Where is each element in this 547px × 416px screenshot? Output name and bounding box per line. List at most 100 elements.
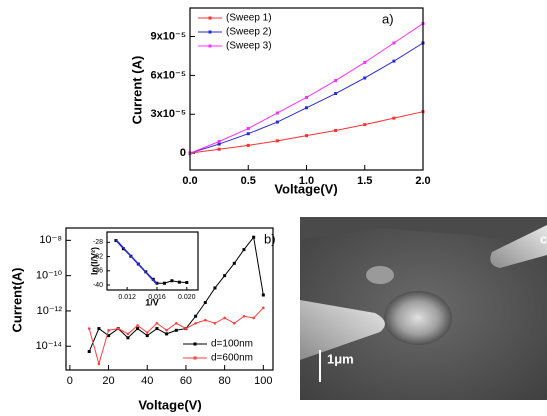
data-point [275,120,279,124]
panel-annotation: b) [264,231,276,246]
data-point [87,327,91,330]
data-point [246,143,250,147]
legend-marker [208,16,212,20]
y-tick-label: -28 [93,239,103,246]
data-point [126,336,130,340]
data-point [233,321,236,325]
data-point [203,301,207,305]
data-point [305,95,308,99]
sem-debris [366,266,394,284]
data-point [165,332,169,336]
legend-label: d=600nm [211,353,253,364]
data-point [252,235,256,239]
data-point [334,128,338,132]
sem-probe-left [300,300,385,360]
data-point [242,314,246,318]
x-tick-label: 40 [141,375,153,387]
data-point [177,280,181,284]
data-point [262,306,265,310]
data-point [107,328,110,332]
data-point [136,327,140,331]
y-tick-label: 10⁻¹² [37,305,63,317]
y-tick-label: -36 [93,268,103,275]
y-axis-label: Current (A) [129,56,144,125]
x-tick-label: 1.0 [299,175,314,187]
data-point [334,79,338,83]
sem-probe-right [490,225,547,268]
plot-frame [189,7,424,171]
y-axis-label: Current(A) [9,268,24,333]
data-point [392,59,396,63]
data-point [217,139,221,143]
x-axis-label: Voltage(V) [274,181,337,196]
data-point [232,261,236,265]
data-point [194,314,198,318]
data-point [174,328,178,332]
x-axis-label: Voltage(V) [138,397,201,412]
data-point [126,332,130,336]
x-tick-label: 0 [67,375,73,387]
x-tick-label: 100 [254,375,272,387]
data-point [116,327,120,330]
data-point [246,132,250,136]
data-point [155,327,159,331]
panel-label: c [540,231,547,246]
sem-contact [384,291,452,345]
series-line [189,23,424,154]
y-tick-label: 6x10⁻⁵ [151,69,186,81]
scale-label: 1μm [327,351,354,366]
series-line [189,111,424,154]
data-point [392,116,396,120]
data-point [305,134,308,138]
y-tick-label: 9x10⁻⁵ [151,30,186,42]
data-point [217,142,221,146]
data-point [261,293,265,297]
y-tick-label: -32 [93,253,103,260]
plot-frame [65,227,274,371]
series-line [115,239,158,285]
x-tick-label: 0.5 [241,175,256,187]
plot-frame [106,231,199,291]
data-point [203,318,207,322]
x-tick-label: 0.0 [182,175,197,187]
data-point [363,123,367,127]
legend-label: (Sweep 2) [226,27,272,38]
legend-marker [208,30,212,34]
legend-label: (Sweep 3) [226,41,272,52]
data-point [217,147,221,151]
y-tick-label: 0 [180,147,186,159]
data-point [184,327,188,330]
sem-image: 1μm c [300,217,547,400]
data-point [136,324,139,327]
data-point [246,127,250,131]
inset-background [107,232,198,290]
data-point [242,248,246,252]
data-point [305,106,308,110]
data-point [363,60,367,64]
data-point [87,350,91,354]
y-tick-label: -40 [93,282,103,289]
y-tick-label: 10⁻¹⁴ [36,340,63,352]
legend-label: (Sweep 1) [226,13,272,24]
data-point [252,316,255,320]
y-tick-label: 10⁻⁸ [39,234,62,246]
x-axis-label: 1/V [145,297,159,307]
data-point [107,334,111,338]
legend-marker [208,44,212,48]
data-point [170,279,174,283]
data-point [223,316,226,320]
legend-marker [193,356,197,360]
data-point [334,92,338,96]
y-tick-label: 3x10⁻⁵ [151,108,186,120]
data-point [363,76,367,80]
panel-annotation: a) [382,11,394,26]
legend-marker [193,342,197,346]
data-point [275,139,279,143]
data-point [165,328,168,332]
x-tick-label: 0.012 [118,294,136,301]
data-point [162,281,166,285]
x-tick-label: 1.5 [357,175,372,187]
y-tick-label: 10⁻¹⁰ [36,270,63,282]
data-point [185,281,189,285]
